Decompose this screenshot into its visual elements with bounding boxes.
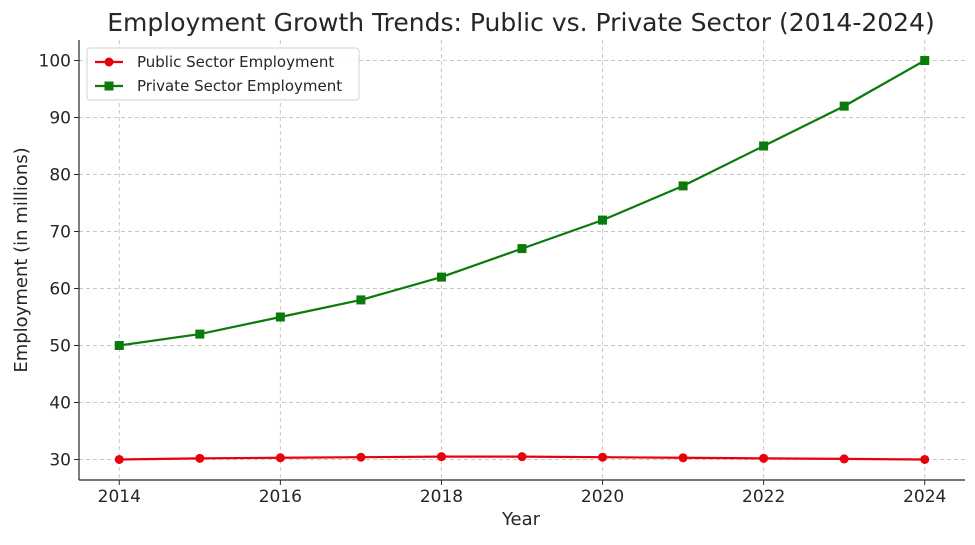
legend-item-private: Private Sector Employment — [95, 77, 342, 95]
legend-label-public: Public Sector Employment — [137, 53, 334, 71]
series-line-private — [119, 59, 926, 347]
x-axis-label: Year — [501, 509, 541, 530]
data-point-public — [114, 454, 124, 464]
data-point-private — [839, 101, 849, 111]
data-point-private — [356, 295, 366, 305]
data-point-public — [356, 452, 366, 462]
y-axis-label: Employment (in millions) — [11, 147, 32, 372]
legend: Public Sector Employment Private Sector E… — [86, 47, 360, 101]
data-point-private — [275, 312, 285, 322]
data-point-public — [839, 454, 849, 464]
grid-lines — [79, 40, 965, 480]
data-point-private — [598, 215, 608, 225]
data-point-private — [436, 272, 446, 282]
y-tick-label: 30 — [49, 450, 71, 470]
chart-title: Employment Growth Trends: Public vs. Pri… — [107, 8, 934, 37]
data-point-private — [920, 56, 930, 66]
data-point-public — [678, 453, 688, 463]
series-public — [114, 452, 930, 464]
y-tick-label: 40 — [49, 393, 71, 413]
data-point-public — [275, 453, 285, 463]
y-tick-label: 100 — [39, 52, 71, 72]
data-point-public — [598, 452, 608, 462]
y-tick-label: 70 — [49, 223, 71, 243]
y-tick-label: 50 — [49, 336, 71, 356]
x-tick-label: 2018 — [420, 487, 463, 507]
legend-marker-public — [104, 57, 114, 67]
legend-box — [86, 47, 360, 101]
data-point-public — [436, 452, 446, 462]
x-tick-label: 2020 — [581, 487, 624, 507]
data-point-private — [517, 244, 527, 254]
data-point-public — [517, 452, 527, 462]
x-tick-label: 2024 — [903, 487, 946, 507]
legend-marker-private — [104, 81, 114, 91]
data-point-private — [759, 141, 769, 151]
x-tick-label: 2014 — [98, 487, 141, 507]
legend-label-private: Private Sector Employment — [137, 77, 342, 95]
data-point-private — [678, 181, 688, 191]
x-tick-label: 2022 — [742, 487, 785, 507]
tick-labels: 2014 2016 2018 2020 2022 2024 30 40 50 60 70 80 90 10… — [39, 52, 947, 507]
legend-item-public: Public Sector Employment — [95, 53, 334, 71]
series-private — [114, 56, 930, 350]
data-point-public — [920, 454, 930, 464]
data-point-private — [195, 329, 205, 339]
y-tick-label: 90 — [49, 109, 71, 129]
data-point-public — [195, 453, 205, 463]
series-group — [114, 56, 930, 464]
data-point-private — [114, 340, 124, 350]
y-tick-label: 80 — [49, 166, 71, 186]
y-tick-label: 60 — [49, 279, 71, 299]
data-point-public — [759, 453, 769, 463]
x-tick-label: 2016 — [259, 487, 302, 507]
axes — [78, 40, 965, 481]
